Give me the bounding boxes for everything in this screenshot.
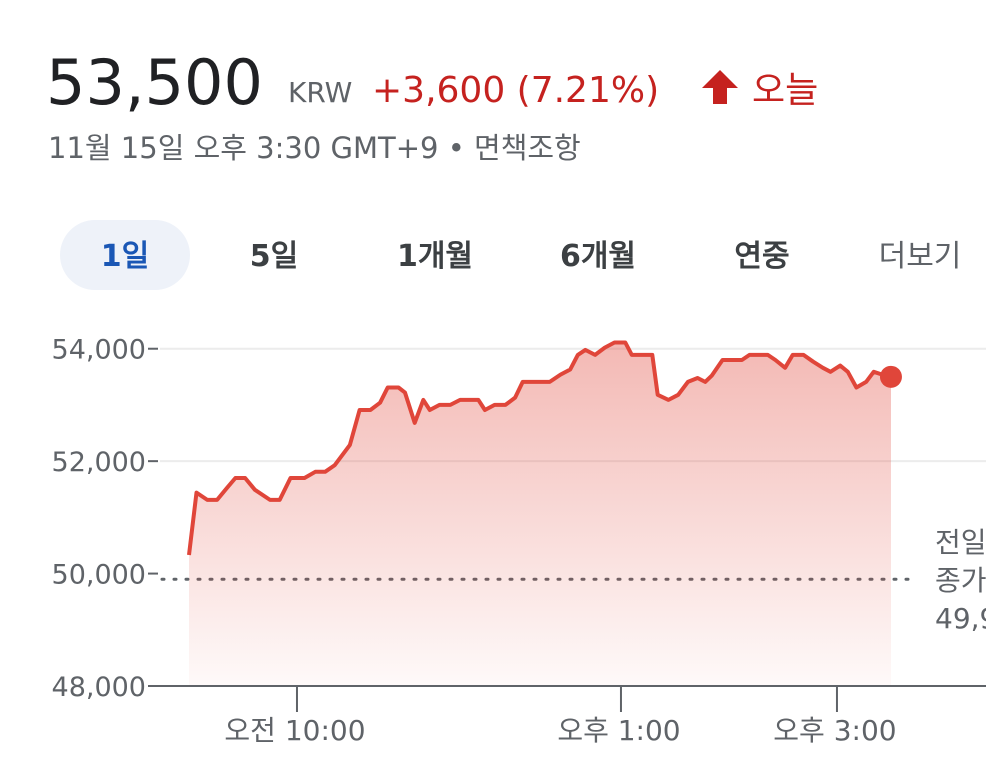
y-tick-label: 54,000 (52, 335, 146, 366)
range-tab[interactable]: 연중 (734, 239, 789, 274)
prev-close-label: 전일 (935, 526, 986, 559)
y-tick-label: 48,000 (52, 672, 146, 703)
price-line (187, 340, 892, 556)
range-tab[interactable]: 1일 (101, 239, 149, 274)
timestamp: 11월 15일 오후 3:30 GMT+9 • 면책조항 (48, 131, 581, 165)
range-tab[interactable]: 6개월 (560, 239, 636, 274)
range-tab[interactable]: 5일 (250, 239, 298, 274)
x-tick-label: 오후 1:00 (557, 714, 680, 747)
last-price-dot (879, 365, 902, 388)
x-tick-label: 오전 10:00 (224, 714, 365, 747)
range-tab[interactable]: 더보기 (879, 239, 962, 274)
selected-tab-bg (60, 220, 190, 290)
price-change: +3,600 (7.21%) (372, 70, 659, 111)
prev-close-label: 종가 (935, 564, 986, 597)
currency: KRW (288, 76, 352, 109)
price: 53,500 (46, 46, 263, 119)
x-tick-label: 오후 3:00 (773, 714, 896, 747)
y-tick-label: 52,000 (52, 447, 146, 478)
y-tick-label: 50,000 (52, 560, 146, 591)
prev-close-value: 49,900 (935, 602, 986, 635)
up-arrow (702, 70, 738, 104)
period: 오늘 (752, 70, 818, 111)
price-area (189, 342, 891, 686)
range-tab[interactable]: 1개월 (397, 239, 473, 274)
